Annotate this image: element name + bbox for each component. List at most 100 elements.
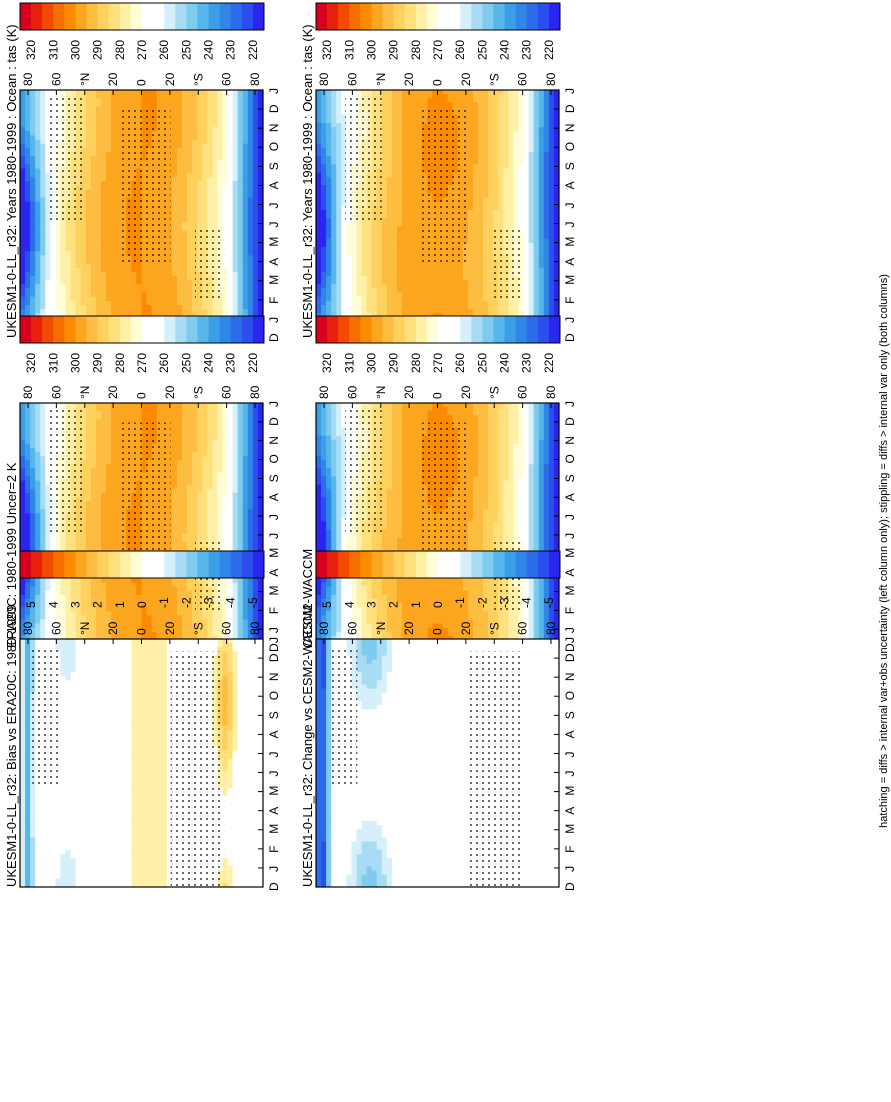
heatmap-cell — [483, 238, 489, 244]
heatmap-cell — [187, 276, 193, 281]
heatmap-cell — [192, 147, 198, 153]
heatmap-cell — [80, 238, 87, 244]
heatmap-cell — [483, 106, 489, 112]
heatmap-cell — [101, 164, 107, 169]
heatmap-cell — [341, 102, 347, 107]
heatmap-cell — [321, 209, 327, 215]
heatmap-cell — [176, 172, 183, 178]
heatmap-cell — [386, 123, 393, 128]
heatmap-cell — [457, 276, 464, 281]
heatmap-cell — [412, 205, 418, 211]
heatmap-cell — [25, 234, 31, 240]
heatmap-cell — [222, 147, 228, 153]
heatmap-cell — [75, 251, 82, 256]
heatmap-cell — [55, 251, 61, 256]
heatmap-cell — [25, 143, 31, 149]
heatmap-cell — [257, 135, 264, 140]
heatmap-cell — [176, 226, 183, 231]
heatmap-cell — [427, 304, 433, 310]
heatmap-cell — [252, 271, 259, 277]
heatmap-cell — [371, 313, 378, 318]
heatmap-cell — [252, 280, 259, 285]
heatmap-cell — [30, 300, 36, 306]
heatmap-cell — [346, 242, 352, 248]
heatmap-cell — [116, 292, 122, 298]
heatmap-cell — [20, 259, 26, 264]
heatmap-cell — [217, 98, 223, 103]
heatmap-cell — [25, 284, 31, 289]
heatmap-cell — [252, 226, 259, 231]
heatmap-cell — [336, 106, 342, 112]
heatmap-cell — [242, 226, 249, 231]
heatmap-cell — [20, 152, 26, 157]
heatmap-cell — [111, 218, 117, 223]
heatmap-cell — [257, 90, 264, 95]
heatmap-cell — [45, 280, 51, 285]
heatmap-cell — [131, 304, 137, 310]
heatmap-cell — [202, 94, 208, 99]
heatmap-cell — [171, 309, 178, 314]
heatmap-cell — [376, 226, 383, 231]
heatmap-cell — [227, 118, 234, 124]
heatmap-cell — [30, 230, 36, 236]
heatmap-cell — [182, 205, 188, 211]
heatmap-cell — [478, 131, 484, 136]
heatmap-cell — [386, 226, 393, 231]
heatmap-cell — [70, 255, 77, 260]
heatmap-cell — [202, 106, 208, 112]
heatmap-cell — [351, 90, 357, 95]
heatmap-cell — [472, 168, 479, 174]
heatmap-cell — [192, 102, 198, 107]
heatmap-cell — [101, 288, 107, 293]
heatmap-cell — [45, 218, 51, 223]
heatmap-cell — [111, 255, 117, 260]
heatmap-cell — [187, 197, 193, 202]
heatmap-cell — [35, 176, 41, 182]
heatmap-cell — [351, 280, 357, 285]
heatmap-cell — [346, 296, 352, 302]
heatmap-cell — [478, 118, 484, 124]
heatmap-cell — [407, 242, 413, 248]
heatmap-cell — [202, 102, 208, 107]
heatmap-cell — [116, 267, 122, 273]
heatmap-cell — [326, 209, 332, 215]
heatmap-cell — [371, 296, 378, 302]
heatmap-cell — [192, 238, 198, 244]
heatmap-cell — [242, 147, 249, 153]
heatmap-cell — [95, 309, 102, 314]
heatmap-cell — [432, 263, 438, 269]
heatmap-cell — [85, 271, 92, 277]
heatmap-cell — [316, 234, 322, 240]
heatmap-cell — [227, 172, 234, 178]
heatmap-cell — [447, 309, 454, 314]
heatmap-cell — [321, 147, 327, 153]
heatmap-cell — [227, 143, 234, 149]
heatmap-cell — [90, 259, 97, 264]
heatmap-cell — [126, 102, 132, 107]
heatmap-cell — [391, 156, 398, 161]
heatmap-cell — [407, 259, 413, 264]
heatmap-cell — [316, 102, 322, 107]
heatmap-cell — [207, 131, 213, 136]
heatmap-cell — [116, 304, 122, 310]
heatmap-cell — [412, 90, 418, 95]
heatmap-cell — [412, 313, 418, 318]
heatmap-cell — [478, 226, 484, 231]
heatmap-cell — [95, 255, 102, 260]
heatmap-cell — [252, 185, 259, 190]
heatmap-cell — [452, 94, 459, 99]
heatmap-cell — [402, 234, 408, 240]
heatmap-cell — [351, 238, 357, 244]
heatmap-cell — [257, 98, 264, 103]
heatmap-cell — [106, 193, 112, 198]
heatmap-cell — [321, 139, 327, 145]
heatmap-cell — [402, 160, 408, 165]
heatmap-cell — [402, 127, 408, 132]
heatmap-cell — [257, 276, 264, 281]
heatmap-cell — [222, 139, 228, 145]
heatmap-cell — [217, 123, 223, 128]
heatmap-cell — [65, 263, 72, 269]
heatmap-cell — [131, 292, 137, 298]
heatmap-cell — [161, 304, 168, 310]
heatmap-cell — [252, 197, 259, 202]
